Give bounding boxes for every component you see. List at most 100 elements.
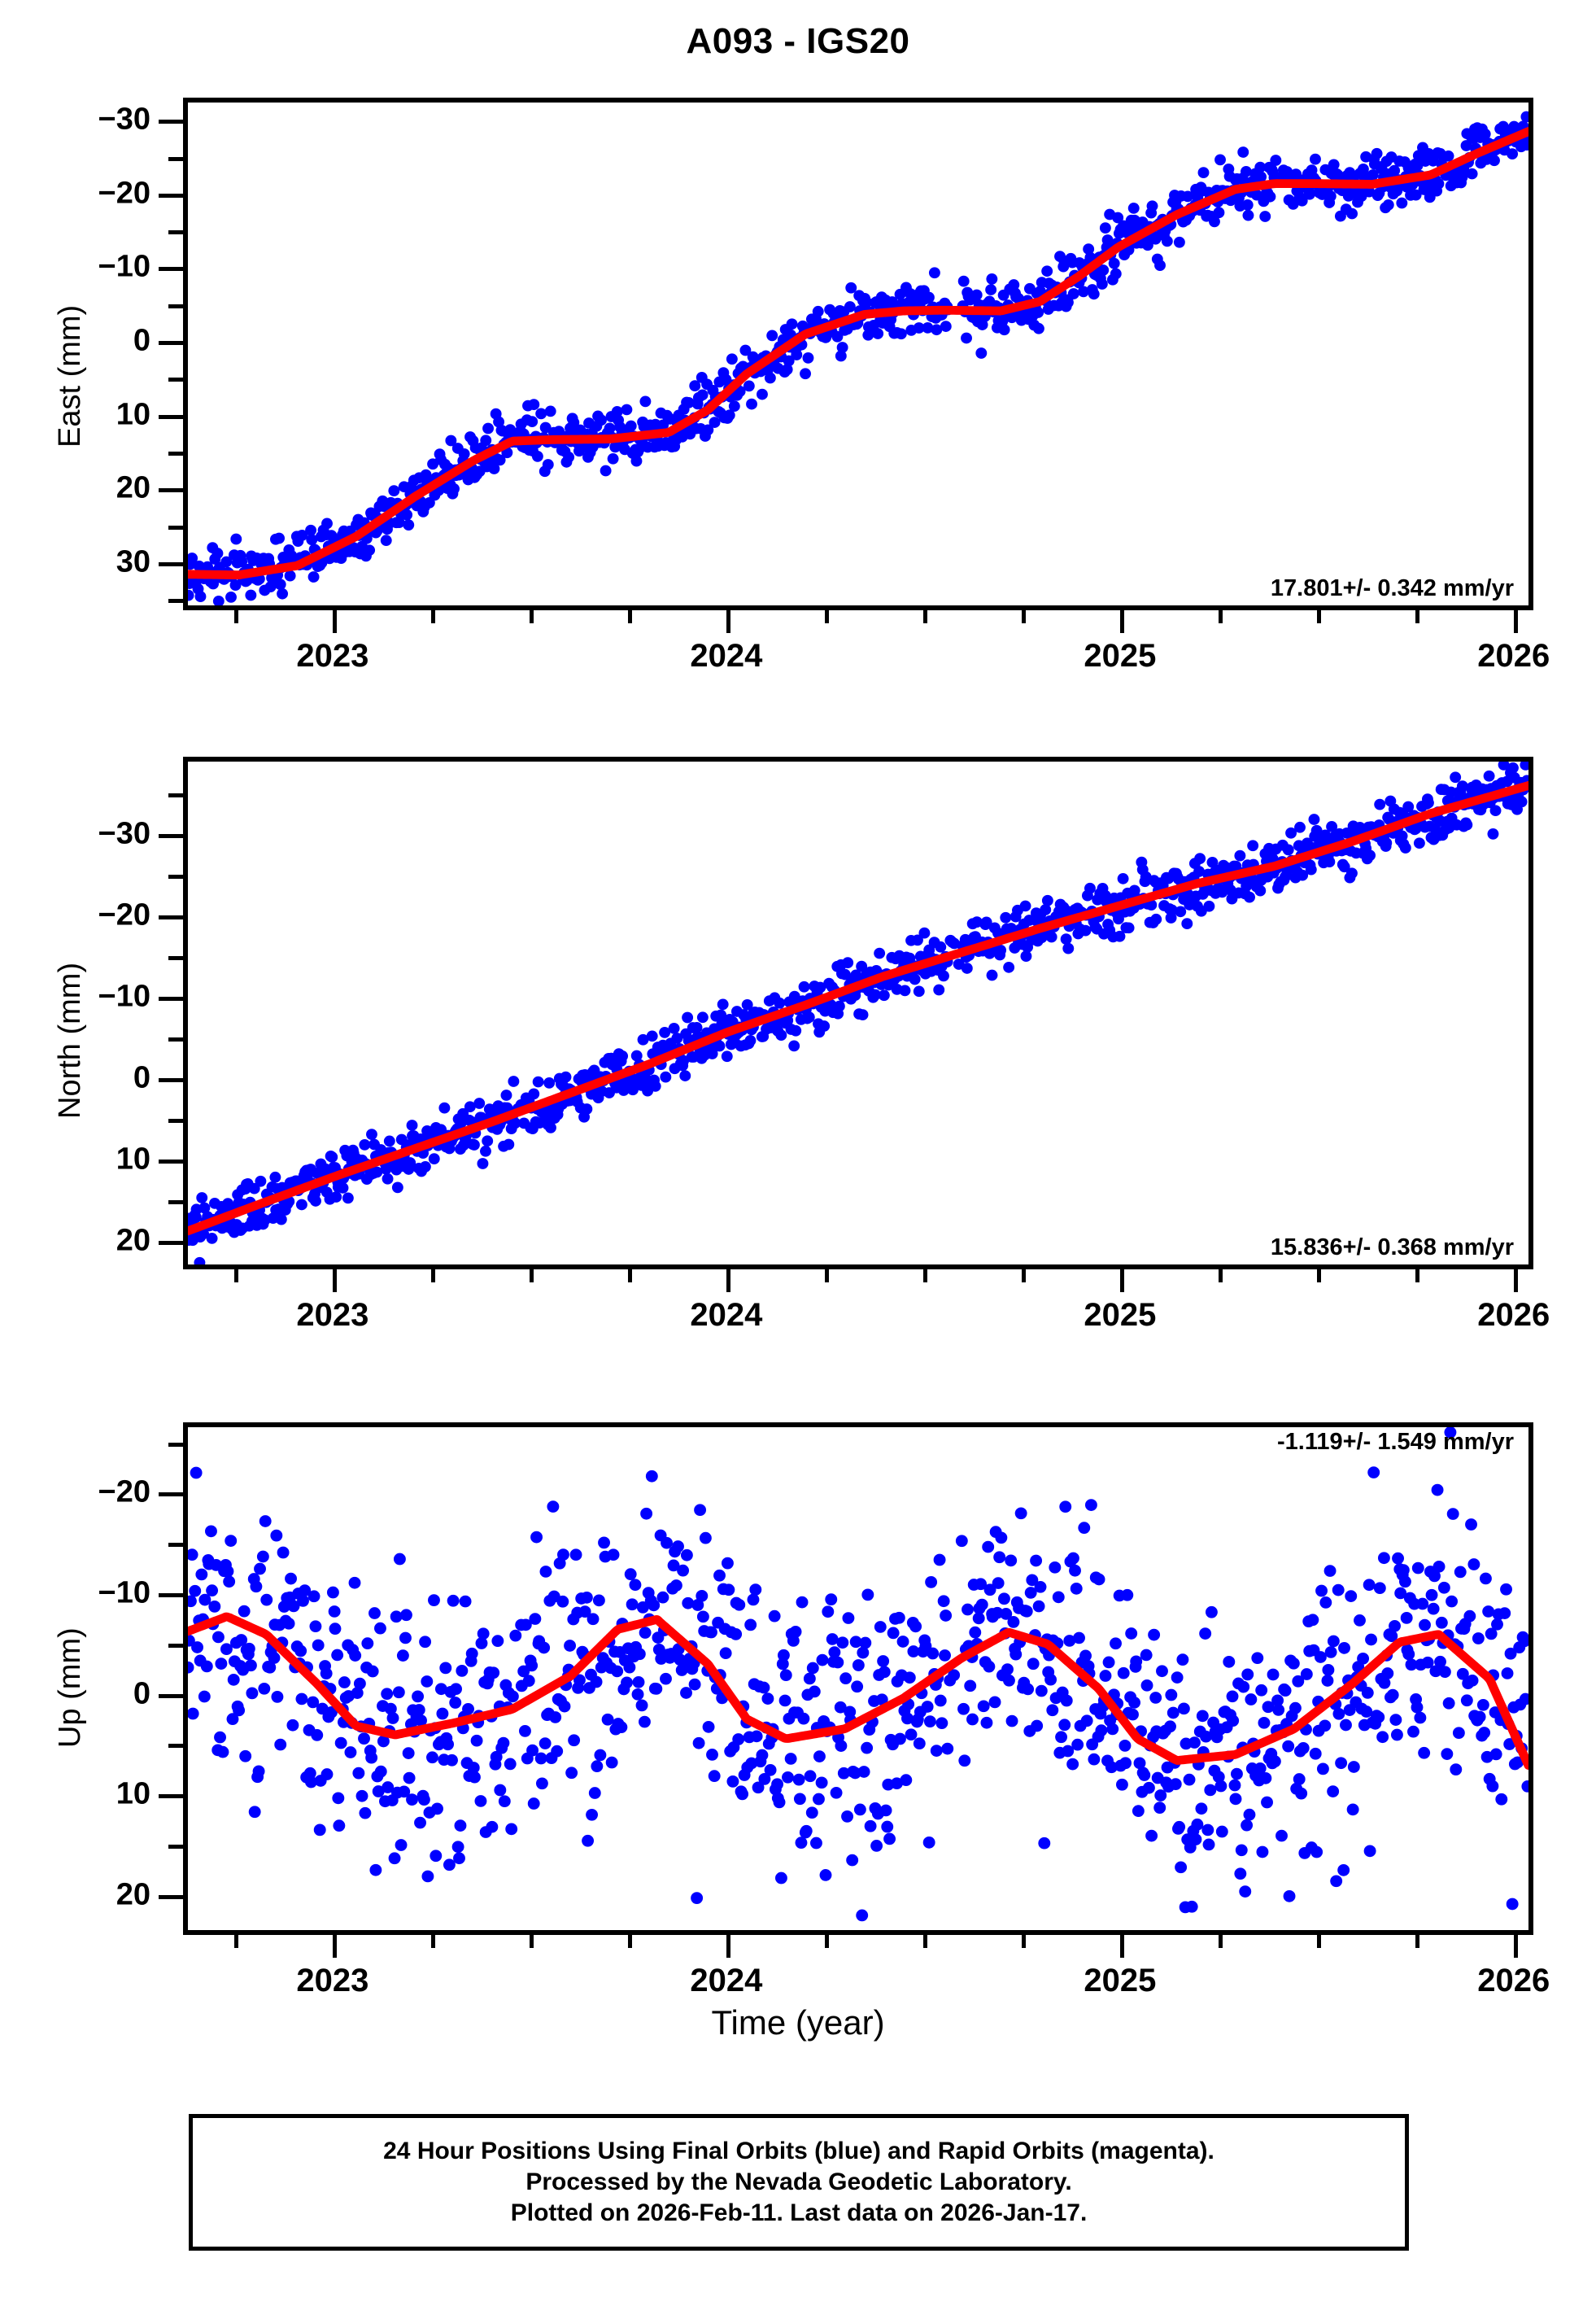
y-minor-tick-east--25 (168, 525, 183, 530)
y-tick-north-0 (159, 997, 183, 1001)
y-minor-tick-up--5 (168, 1744, 183, 1749)
y-minor-tick-east-15 (168, 230, 183, 235)
x-tick-up-2026 (1513, 1935, 1518, 1958)
x-minor-tick-north (430, 1269, 435, 1282)
y-tick-label-east-0: 0 (133, 323, 150, 358)
y-minor-tick-north-25 (168, 793, 183, 797)
y-tick-label-north--20: 10 (116, 1142, 150, 1177)
y-tick-east--30 (159, 562, 183, 567)
x-tick-label-east-2023: 2023 (296, 638, 369, 674)
y-tick-east--10 (159, 414, 183, 419)
y-minor-tick-up--15 (168, 1844, 183, 1849)
y-tick-up-20 (159, 1492, 183, 1497)
trend-line-east (188, 127, 1528, 580)
x-minor-tick-east (1316, 610, 1321, 623)
x-minor-tick-north (1316, 1269, 1321, 1282)
x-minor-tick-east (1415, 610, 1419, 623)
y-tick-label-up--20: 20 (116, 1877, 150, 1912)
x-tick-east-2024 (726, 610, 730, 633)
x-tick-up-2023 (332, 1935, 337, 1958)
x-tick-label-east-2026: 2026 (1477, 638, 1550, 674)
y-minor-tick-east-5 (168, 304, 183, 308)
panel-east: East (mm) 17.801+/- 0.342 mm/yr 30 20 10 0−… (53, 98, 1550, 674)
y-minor-tick-east--5 (168, 378, 183, 382)
x-tick-label-north-2024: 2024 (690, 1297, 763, 1333)
x-minor-tick-north (233, 1269, 238, 1282)
y-tick-label-east-30: −30 (98, 102, 150, 137)
x-minor-tick-north (824, 1269, 829, 1282)
x-tick-label-north-2023: 2023 (296, 1297, 369, 1333)
x-minor-tick-east (1218, 610, 1223, 623)
x-tick-up-2025 (1119, 1935, 1124, 1958)
y-minor-tick-east--35 (168, 599, 183, 604)
y-tick-label-north--30: 20 (116, 1223, 150, 1258)
x-tick-label-north-2026: 2026 (1477, 1297, 1550, 1333)
data-points-north (188, 762, 1528, 1264)
x-minor-tick-east (627, 610, 632, 623)
y-tick-up-0 (159, 1693, 183, 1698)
y-tick-label-up-20: −20 (98, 1474, 150, 1509)
y-tick-label-east--10: 10 (116, 397, 150, 432)
y-minor-tick-north--25 (168, 1200, 183, 1204)
panel-north: North (mm) 15.836+/- 0.368 mm/yr 20 10 0 −1… (53, 757, 1550, 1333)
footer-line-processor: Processed by the Nevada Geodetic Laborat… (525, 2168, 1072, 2195)
x-minor-tick-north (627, 1269, 632, 1282)
x-minor-tick-north (529, 1269, 534, 1282)
x-tick-east-2026 (1513, 610, 1518, 633)
y-tick-label-north-0: −10 (98, 979, 150, 1014)
north-plot-frame (183, 757, 1533, 1269)
page-title: A093 - IGS20 (686, 21, 910, 61)
y-tick-label-east-10: −10 (98, 249, 150, 284)
y-tick-east-20 (159, 193, 183, 198)
east-rate-annotation: 17.801+/- 0.342 mm/yr (1270, 575, 1514, 601)
east-plot-frame (183, 98, 1533, 610)
y-tick-label-up-0: 0 (133, 1676, 150, 1711)
x-minor-tick-up (627, 1935, 632, 1948)
x-tick-label-up-2023: 2023 (296, 1963, 369, 1998)
y-tick-up--10 (159, 1794, 183, 1799)
x-tick-label-up-2024: 2024 (690, 1963, 763, 1998)
x-minor-tick-east (233, 610, 238, 623)
footer-line-dates: Plotted on 2026-Feb-11. Last data on 202… (510, 2199, 1088, 2226)
y-minor-tick-up-5 (168, 1643, 183, 1648)
x-tick-east-2023 (332, 610, 337, 633)
footer-caption-box: 24 Hour Positions Using Final Orbits (bl… (189, 2114, 1409, 2251)
x-tick-label-north-2025: 2025 (1084, 1297, 1157, 1333)
y-tick-north--20 (159, 1160, 183, 1164)
y-minor-tick-east-25 (168, 156, 183, 161)
y-minor-tick-north-15 (168, 875, 183, 879)
y-tick-up--20 (159, 1894, 183, 1899)
y-minor-tick-north-5 (168, 956, 183, 960)
up-plot-frame (183, 1422, 1533, 1935)
trend-line-north (188, 781, 1528, 1236)
x-tick-north-2024 (726, 1269, 730, 1292)
y-tick-north--30 (159, 1241, 183, 1245)
x-minor-tick-up (529, 1935, 534, 1948)
east-plot-canvas (188, 111, 1528, 605)
y-tick-east--20 (159, 488, 183, 493)
y-minor-tick-north--15 (168, 1119, 183, 1123)
north-plot-canvas (188, 762, 1528, 1264)
y-minor-tick-up-25 (168, 1442, 183, 1447)
x-minor-tick-up (1415, 1935, 1419, 1948)
x-minor-tick-up (824, 1935, 829, 1948)
y-minor-tick-east--15 (168, 452, 183, 456)
up-rate-annotation: -1.119+/- 1.549 mm/yr (1276, 1429, 1514, 1455)
x-minor-tick-up (922, 1935, 927, 1948)
x-tick-north-2026 (1513, 1269, 1518, 1292)
x-minor-tick-up (233, 1935, 238, 1948)
x-minor-tick-east (922, 610, 927, 623)
y-tick-label-north-10: −20 (98, 898, 150, 932)
x-minor-tick-east (430, 610, 435, 623)
x-minor-tick-north (1218, 1269, 1223, 1282)
y-minor-tick-up-15 (168, 1543, 183, 1548)
x-tick-label-up-2026: 2026 (1477, 1963, 1550, 1998)
y-tick-label-up--10: 10 (116, 1776, 150, 1811)
y-tick-label-north-20: −30 (98, 816, 150, 851)
x-minor-tick-up (1218, 1935, 1223, 1948)
x-tick-label-east-2024: 2024 (690, 638, 763, 674)
time-axis-title: Time (year) (711, 2003, 885, 2042)
y-tick-north-10 (159, 915, 183, 919)
x-minor-tick-north (1415, 1269, 1419, 1282)
y-tick-east-0 (159, 341, 183, 346)
